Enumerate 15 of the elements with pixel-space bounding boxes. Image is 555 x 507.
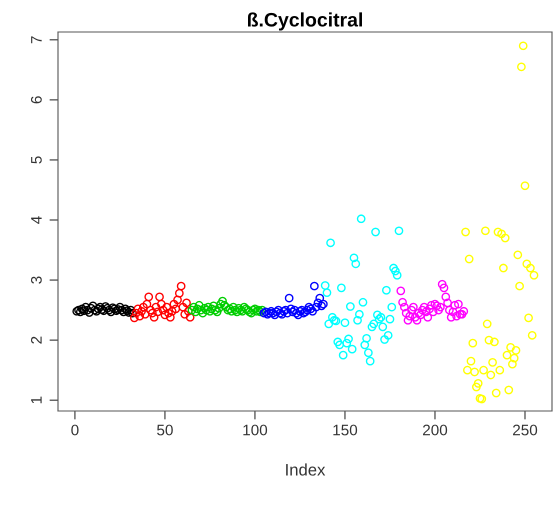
y-tick-label: 2 — [30, 336, 42, 344]
y-tick-label: 1 — [31, 396, 42, 404]
x-tick-label: 0 — [71, 424, 79, 436]
y-tick-label: 7 — [31, 36, 42, 44]
chart-title: ß.Cyclocitral — [248, 12, 362, 30]
x-tick-label: 100 — [243, 424, 268, 436]
x-tick-label: 150 — [333, 424, 358, 436]
y-tick-label: 6 — [30, 96, 42, 104]
x-axis-title: Index — [286, 463, 326, 476]
y-tick-label: 5 — [31, 156, 42, 164]
y-tick-label: 4 — [31, 216, 42, 224]
x-tick-label: 200 — [423, 424, 448, 436]
x-tick-label: 250 — [513, 424, 538, 436]
y-tick-label: 3 — [30, 276, 42, 284]
x-tick-label: 50 — [157, 424, 173, 436]
